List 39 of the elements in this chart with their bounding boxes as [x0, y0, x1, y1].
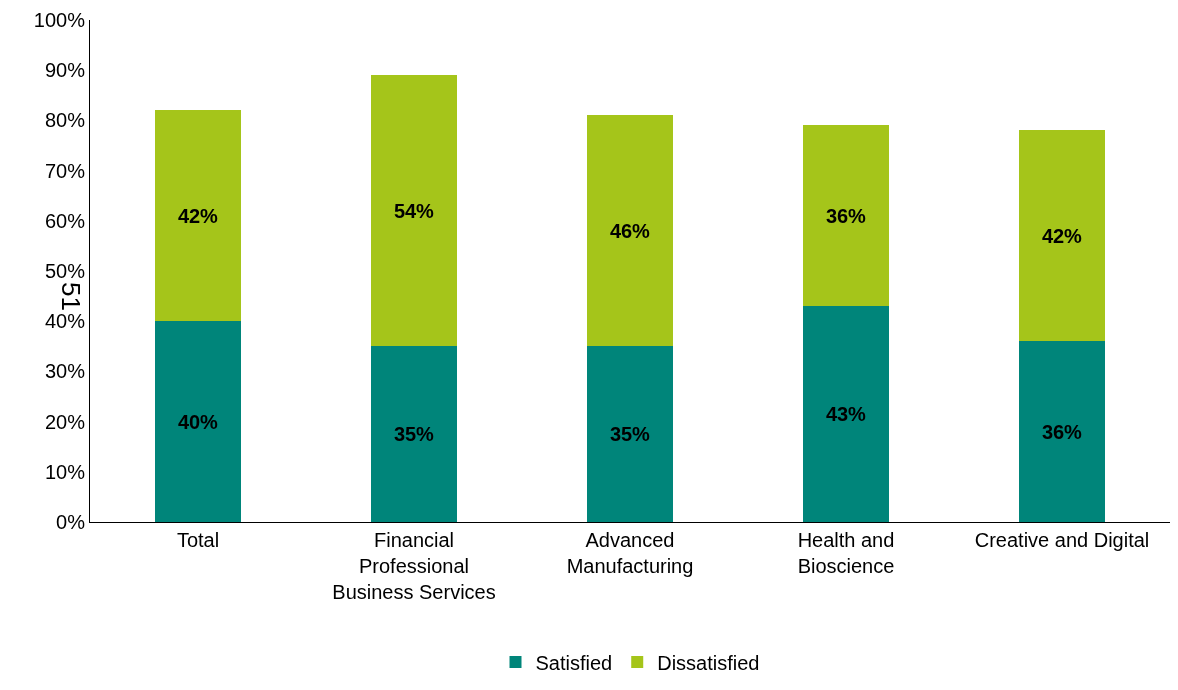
bar — [586, 115, 674, 347]
bar — [586, 346, 674, 522]
x-tick-label: Creative and Digital — [974, 529, 1150, 551]
data-label: 36% — [1041, 420, 1083, 443]
data-label: 42% — [177, 204, 219, 227]
bar — [154, 110, 242, 322]
data-label: 42% — [1041, 224, 1083, 247]
y-tick-label: 80% — [44, 109, 86, 132]
x-tick-label: Total — [176, 529, 220, 551]
data-label: 54% — [393, 199, 435, 222]
bar — [1018, 341, 1106, 522]
data-label: 36% — [825, 204, 867, 227]
x-tick-label: Advanced Manufacturing — [566, 529, 694, 577]
data-label: 35% — [393, 423, 435, 446]
y-tick-label: 70% — [44, 159, 86, 182]
y-tick-label: 10% — [44, 460, 86, 483]
x-tick-label: Financial Professional Business Services — [332, 529, 496, 603]
y-tick-label: 30% — [44, 360, 86, 383]
y-tick-label: 100% — [33, 9, 86, 31]
y-tick-label: 0% — [56, 511, 86, 533]
y-tick-label: 40% — [44, 310, 86, 333]
legend-label: Satisfied — [535, 651, 613, 674]
y-tick-label: 50% — [44, 260, 86, 282]
data-label: 35% — [609, 423, 651, 446]
data-label: 40% — [177, 410, 219, 433]
bar — [1018, 130, 1106, 342]
y-tick-label: 60% — [44, 209, 86, 232]
bar — [370, 346, 458, 522]
legend-label: Dissatisfied — [657, 651, 760, 674]
y-tick-label: 20% — [44, 410, 86, 433]
y-tick-label: 90% — [44, 59, 86, 82]
bar — [802, 306, 890, 522]
bar — [370, 75, 458, 347]
bar — [802, 125, 890, 307]
x-tick-label: Health and Bioscience — [797, 529, 895, 577]
text: 51 — [56, 282, 87, 312]
bar — [154, 321, 242, 522]
data-label: 46% — [609, 219, 651, 242]
data-label: 43% — [825, 403, 867, 426]
